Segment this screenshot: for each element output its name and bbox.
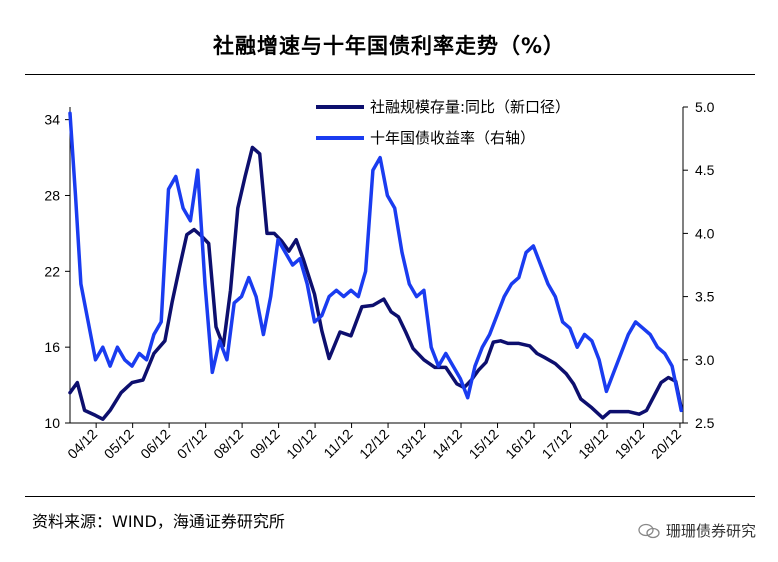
x-tick-label: 12/12 (356, 426, 392, 462)
x-tick-label: 15/12 (466, 426, 502, 462)
x-tick-label: 09/12 (247, 426, 283, 462)
watermark-text: 珊珊债券研究 (665, 522, 756, 540)
watermark: 珊珊债券研究 (638, 520, 756, 541)
right-tick-label: 3.0 (695, 352, 715, 368)
x-tick-label: 10/12 (283, 426, 319, 462)
x-tick-label: 14/12 (429, 426, 465, 462)
right-tick-label: 4.5 (695, 162, 715, 178)
x-tick-label: 16/12 (502, 426, 538, 462)
right-tick-label: 3.5 (695, 289, 715, 305)
series-lines (68, 111, 683, 421)
x-tick-label: 06/12 (137, 426, 173, 462)
left-tick-label: 16 (44, 339, 60, 355)
axes: 10 16 22 28 34 2.5 3.0 3.5 4.0 4.5 5.0 04/12 05/12 06… (44, 99, 714, 462)
series-line-2 (68, 111, 683, 413)
top-rule (25, 74, 755, 75)
left-tick-label: 10 (44, 415, 60, 431)
x-tick-label: 17/12 (539, 426, 575, 462)
source-note: 资料来源：WIND，海通证券研究所 (32, 512, 285, 531)
x-tick-label: 19/12 (611, 426, 647, 462)
right-tick-label: 4.0 (695, 225, 715, 241)
x-tick-label: 04/12 (64, 426, 100, 462)
bottom-rule (25, 496, 755, 497)
x-tick-label: 18/12 (575, 426, 611, 462)
left-tick-label: 28 (44, 187, 60, 203)
legend-label-series1: 社融规模存量:同比（新口径） (370, 98, 570, 116)
right-tick-label: 5.0 (695, 99, 715, 115)
line-chart: 10 16 22 28 34 2.5 3.0 3.5 4.0 4.5 5.0 04/12 05/12 06… (44, 98, 714, 462)
left-tick-label: 22 (44, 263, 60, 279)
x-tick-label: 05/12 (101, 426, 137, 462)
legend: 社融规模存量:同比（新口径） 十年国债收益率（右轴） (316, 98, 570, 147)
x-tick-label: 11/12 (320, 426, 356, 462)
right-tick-label: 2.5 (695, 415, 715, 431)
left-tick-label: 34 (44, 112, 60, 128)
x-tick-label: 08/12 (210, 426, 246, 462)
legend-label-series2: 十年国债收益率（右轴） (370, 129, 535, 147)
chart-title: 社融增速与十年国债利率走势（%） (212, 34, 566, 58)
wechat-icon (638, 523, 660, 538)
x-tick-label: 07/12 (174, 426, 210, 462)
x-tick-label: 20/12 (648, 426, 684, 462)
series-line-1 (68, 145, 683, 421)
x-tick-label: 13/12 (393, 426, 429, 462)
